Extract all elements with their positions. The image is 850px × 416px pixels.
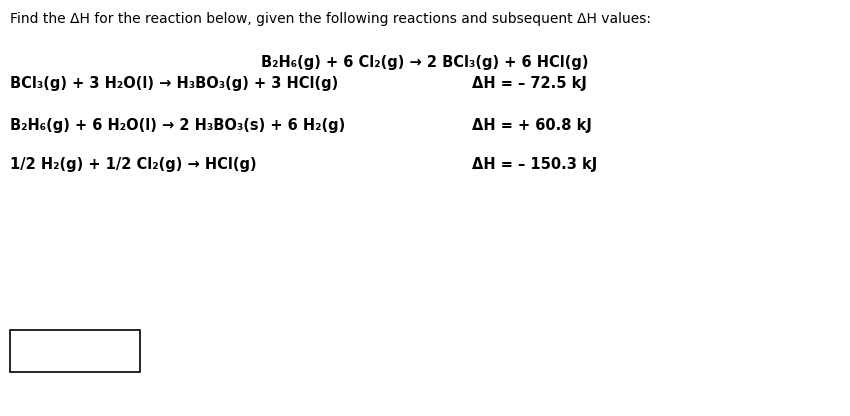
Text: BCl₃(g) + 3 H₂O(l) → H₃BO₃(g) + 3 HCl(g): BCl₃(g) + 3 H₂O(l) → H₃BO₃(g) + 3 HCl(g) — [10, 76, 338, 91]
Bar — [10, 330, 140, 372]
Text: ΔH = – 72.5 kJ: ΔH = – 72.5 kJ — [472, 76, 586, 91]
Text: B₂H₆(g) + 6 Cl₂(g) → 2 BCl₃(g) + 6 HCl(g): B₂H₆(g) + 6 Cl₂(g) → 2 BCl₃(g) + 6 HCl(g… — [261, 55, 589, 70]
Text: 1/2 H₂(g) + 1/2 Cl₂(g) → HCl(g): 1/2 H₂(g) + 1/2 Cl₂(g) → HCl(g) — [10, 157, 257, 172]
Text: ΔH = – 150.3 kJ: ΔH = – 150.3 kJ — [472, 157, 597, 172]
Text: Find the ΔH for the reaction below, given the following reactions and subsequent: Find the ΔH for the reaction below, give… — [10, 12, 651, 26]
Text: ΔH = + 60.8 kJ: ΔH = + 60.8 kJ — [472, 118, 592, 133]
Text: B₂H₆(g) + 6 H₂O(l) → 2 H₃BO₃(s) + 6 H₂(g): B₂H₆(g) + 6 H₂O(l) → 2 H₃BO₃(s) + 6 H₂(g… — [10, 118, 345, 133]
